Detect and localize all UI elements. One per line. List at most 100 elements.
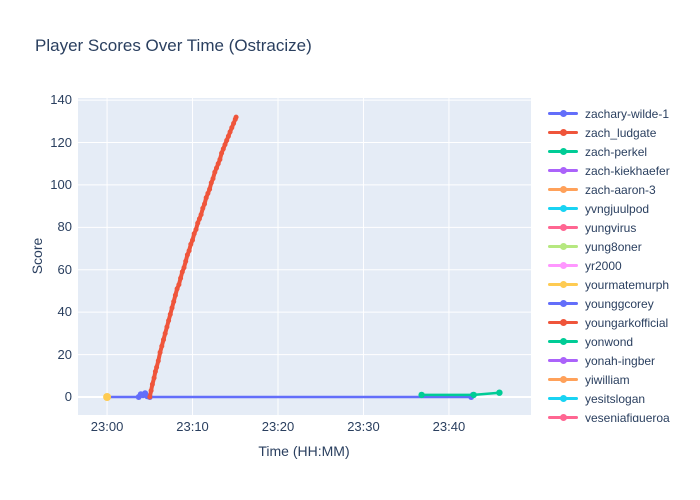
legend-label: yourmatemurph bbox=[585, 277, 670, 292]
series-marker bbox=[155, 358, 161, 364]
legend-item-yiwilliam[interactable]: yiwilliam bbox=[548, 370, 698, 389]
legend-item-yungvirus[interactable]: yungvirus bbox=[548, 218, 698, 237]
series-line bbox=[420, 391, 501, 397]
legend-line-marker-icon bbox=[548, 199, 578, 218]
series-marker bbox=[195, 220, 201, 226]
legend-line-marker-icon bbox=[548, 218, 578, 237]
legend-item-zach-perkel[interactable]: zach-perkel bbox=[548, 142, 698, 161]
series-marker bbox=[217, 157, 223, 162]
series-marker bbox=[418, 391, 425, 399]
series-zach_ludgate[interactable] bbox=[147, 114, 239, 400]
series-marker bbox=[203, 195, 209, 201]
legend-item-younggcorey[interactable]: younggcorey bbox=[548, 294, 698, 313]
legend-label: younggcorey bbox=[585, 296, 654, 311]
legend-line-marker-icon bbox=[548, 332, 578, 351]
legend-line-marker-icon bbox=[548, 237, 578, 256]
series-marker bbox=[220, 146, 226, 152]
series-marker bbox=[164, 324, 170, 330]
legend-item-yesitslogan[interactable]: yesitslogan bbox=[548, 389, 698, 408]
series-marker bbox=[162, 330, 168, 336]
legend-label: zach-kiekhaefer bbox=[585, 163, 670, 178]
y-tick-label: 120 bbox=[50, 134, 72, 150]
series-marker bbox=[231, 120, 237, 126]
legend-line-marker-icon bbox=[548, 370, 578, 389]
series-marker bbox=[167, 311, 173, 317]
x-tick-label: 23:30 bbox=[347, 419, 380, 434]
series-marker bbox=[496, 389, 503, 396]
legend-label: yvngjuulpod bbox=[585, 201, 650, 216]
series-marker bbox=[193, 227, 199, 232]
series-marker bbox=[227, 129, 233, 135]
series-marker bbox=[196, 216, 202, 222]
series-marker bbox=[202, 201, 207, 207]
legend-label: zachary-wilde-1 bbox=[585, 106, 670, 121]
legend-line-marker-icon bbox=[548, 294, 578, 313]
series-marker bbox=[210, 176, 216, 182]
series-marker bbox=[147, 394, 153, 400]
legend-label: yungvirus bbox=[585, 220, 637, 235]
x-tick-label: 23:00 bbox=[90, 419, 124, 434]
series-marker bbox=[188, 241, 194, 247]
series-marker bbox=[184, 252, 190, 258]
legend-item-zachary-wilde-1[interactable]: zachary-wilde-1 bbox=[548, 104, 698, 123]
legend-line-marker-icon bbox=[548, 256, 578, 275]
x-tick-label: 23:40 bbox=[432, 419, 466, 434]
legend-item-zach-aaron-3[interactable]: zach-aaron-3 bbox=[548, 180, 698, 199]
series-marker bbox=[178, 275, 184, 281]
legend-item-yonah-ingber[interactable]: yonah-ingber bbox=[548, 351, 698, 370]
series-marker bbox=[166, 318, 172, 324]
y-tick-label: 80 bbox=[57, 219, 72, 235]
series-marker bbox=[176, 282, 182, 288]
legend-label: zach-perkel bbox=[585, 144, 648, 159]
series-marker bbox=[169, 305, 175, 311]
series-zach-perkel[interactable] bbox=[418, 389, 503, 399]
legend-item-zach-kiekhaefer[interactable]: zach-kiekhaefer bbox=[548, 161, 698, 180]
y-tick-label: 60 bbox=[57, 261, 72, 277]
legend-item-yung8oner[interactable]: yung8oner bbox=[548, 237, 698, 256]
legend-label: yonah-ingber bbox=[585, 353, 656, 368]
legend-item-yourmatemurph[interactable]: yourmatemurph bbox=[548, 275, 698, 294]
legend-item-youngarkofficial[interactable]: youngarkofficial bbox=[548, 313, 698, 332]
chart-title: Player Scores Over Time (Ostracize) bbox=[35, 36, 312, 55]
series-marker bbox=[191, 231, 197, 237]
legend-line-marker-icon bbox=[548, 180, 578, 199]
legend-label: zach-aaron-3 bbox=[585, 182, 656, 197]
series-marker bbox=[181, 265, 187, 271]
legend-item-yvngjuulpod[interactable]: yvngjuulpod bbox=[548, 199, 698, 218]
series-marker bbox=[219, 150, 225, 156]
legend-line-marker-icon bbox=[548, 142, 578, 161]
series-marker bbox=[149, 381, 155, 387]
legend-label: yiwilliam bbox=[585, 372, 630, 387]
series-marker bbox=[103, 393, 112, 401]
series-marker bbox=[159, 343, 165, 349]
legend-item-yonwond[interactable]: yonwond bbox=[548, 332, 698, 351]
legend-item-zach_ludgate[interactable]: zach_ludgate bbox=[548, 123, 698, 142]
series-yourmatemurph[interactable] bbox=[103, 393, 112, 401]
legend-line-marker-icon bbox=[548, 351, 578, 370]
series-marker bbox=[151, 375, 157, 381]
legend-label: yung8oner bbox=[585, 239, 642, 254]
legend-label: yesitslogan bbox=[585, 391, 646, 406]
series-marker bbox=[233, 114, 239, 120]
legend-item-yr2000[interactable]: yr2000 bbox=[548, 256, 698, 275]
series-marker bbox=[207, 186, 213, 192]
series-marker bbox=[174, 286, 180, 292]
legend-item-yeseniafigueroa[interactable]: yeseniafigueroa bbox=[548, 408, 698, 422]
series-marker bbox=[229, 125, 235, 131]
y-axis-title: Score bbox=[29, 237, 45, 275]
series-marker bbox=[215, 161, 221, 167]
y-tick-label: 20 bbox=[57, 346, 72, 362]
series-marker bbox=[205, 190, 211, 196]
series-marker bbox=[161, 337, 166, 343]
series-marker bbox=[222, 142, 228, 148]
legend-label: yeseniafigueroa bbox=[585, 410, 670, 423]
plot-area[interactable] bbox=[78, 98, 531, 415]
series-marker bbox=[200, 205, 206, 211]
legend-label: zach_ludgate bbox=[585, 125, 657, 140]
series-marker bbox=[172, 292, 178, 298]
series-marker bbox=[225, 133, 231, 139]
series-marker bbox=[212, 169, 218, 175]
legend-label: yonwond bbox=[585, 334, 634, 349]
series-marker bbox=[183, 258, 189, 264]
x-tick-label: 23:20 bbox=[261, 419, 295, 434]
